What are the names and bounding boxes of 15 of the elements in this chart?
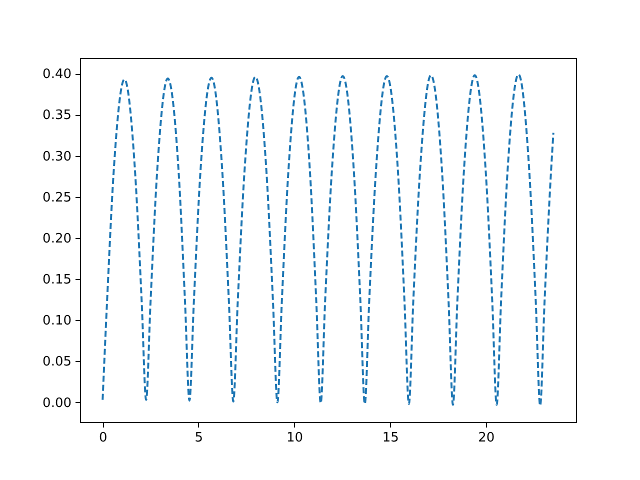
x-tick-label: 0 <box>98 430 108 446</box>
line-series <box>102 73 554 407</box>
y-tick-label: 0.20 <box>42 231 72 246</box>
x-tick-label: 5 <box>194 430 204 446</box>
y-tick-label: 0.05 <box>42 354 72 370</box>
x-tick-label: 15 <box>382 430 399 446</box>
y-tick-label: 0.25 <box>42 190 72 206</box>
y-tick-label: 0.30 <box>42 149 72 164</box>
y-tick-label: 0.40 <box>42 67 72 82</box>
y-tick-label: 0.00 <box>42 396 72 411</box>
x-tick-label: 10 <box>286 430 304 446</box>
x-tick-label: 20 <box>478 430 495 446</box>
y-tick-label: 0.35 <box>42 108 72 124</box>
y-tick-label: 0.15 <box>42 272 72 288</box>
y-tick-label: 0.10 <box>42 314 72 329</box>
